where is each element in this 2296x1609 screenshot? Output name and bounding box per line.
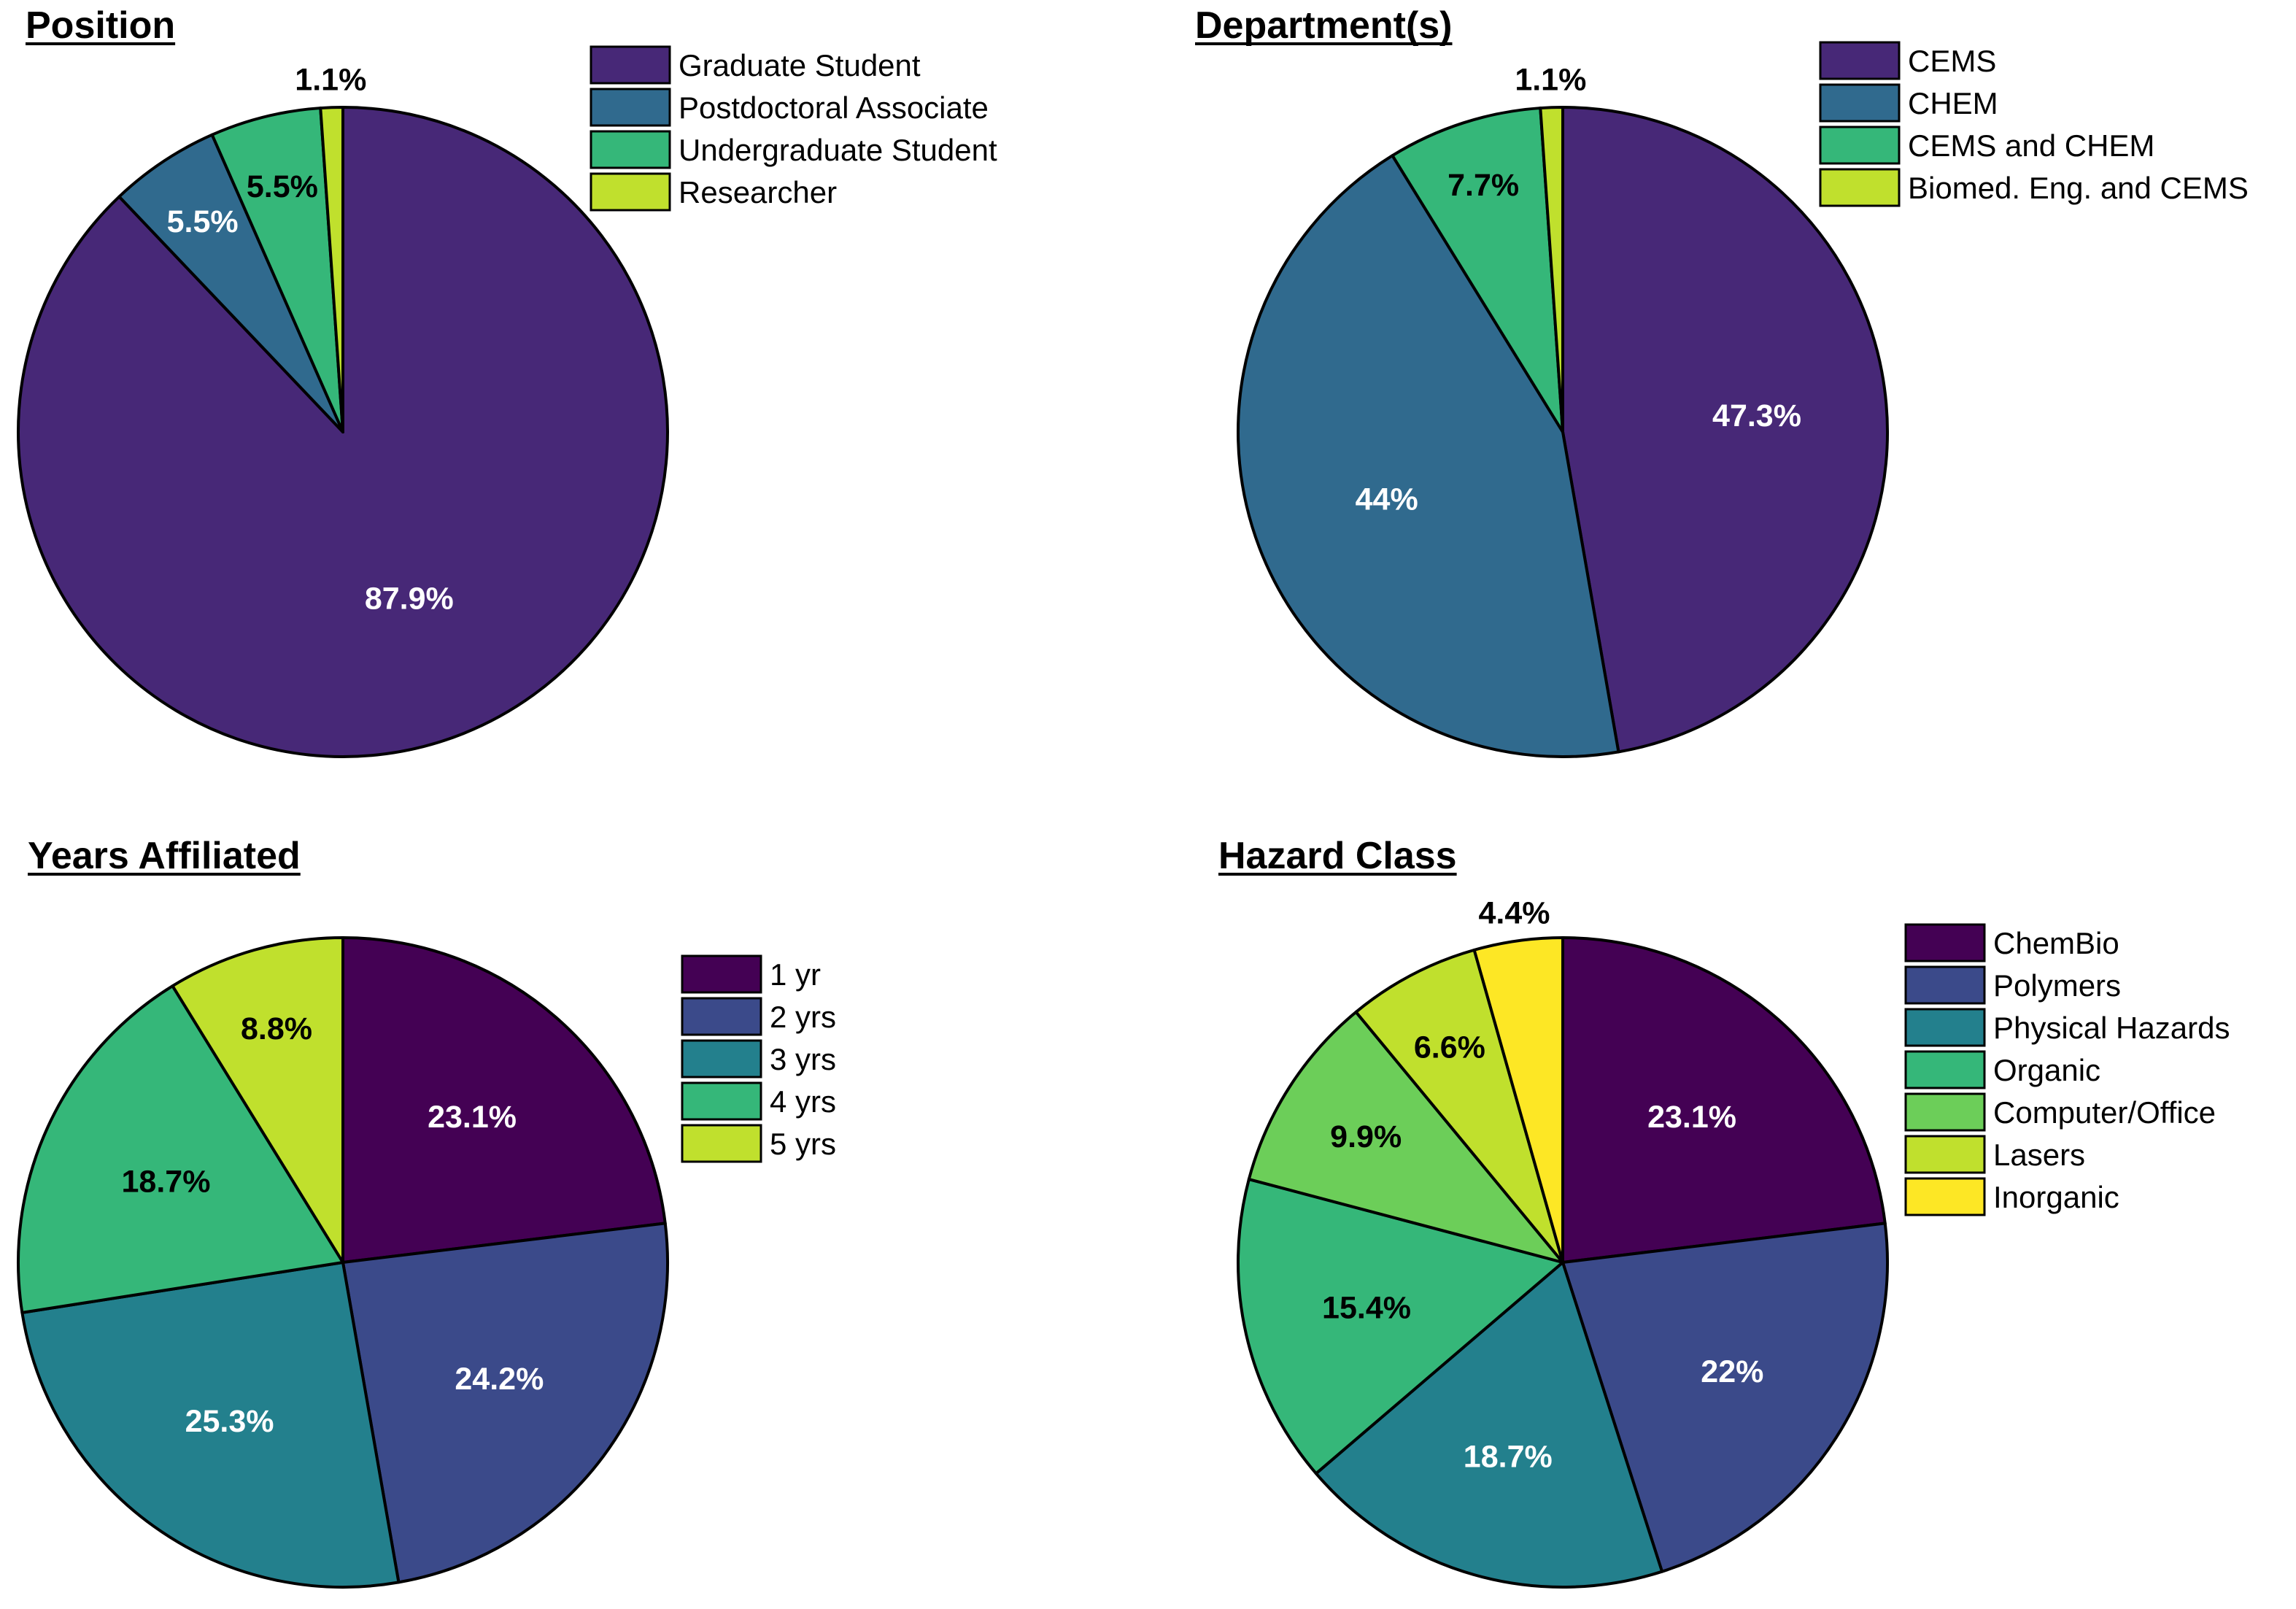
- legend-swatch-postdoctoral-associate: [590, 88, 671, 127]
- slice-value-label: 1.1%: [1515, 62, 1586, 97]
- pie-slice-cems: [1561, 106, 1890, 754]
- pie-panel-years-affiliated: Years Affiliated 23.1% 24.2% 25.3% 18.7% 8.8%…: [17, 835, 836, 1589]
- legend-swatch-graduate-student: [590, 45, 671, 85]
- legend-label: Biomed. Eng. and CEMS: [1908, 171, 2249, 205]
- legend-swatch-researcher: [590, 172, 671, 212]
- legend-swatch-undergraduate-student: [590, 130, 671, 169]
- slice-value-label: 4.4%: [1479, 896, 1550, 931]
- chart-title: Department(s): [1195, 4, 1453, 47]
- legend-swatch-cems: [1819, 41, 1901, 80]
- pie-slice-inorganic: [1472, 936, 1564, 1264]
- pie-panel-department-s: Department(s)47.3%44%7.7%1.1%CEMSCHEMCEM…: [1195, 4, 2249, 758]
- pie-slice-computer-office: [1247, 1010, 1564, 1264]
- legend-swatch-3-yrs: [681, 1039, 762, 1079]
- legend-label: Polymers: [1993, 968, 2121, 1003]
- legend-label: Inorganic: [1993, 1180, 2119, 1214]
- legend: ChemBio Polymers Physical Hazards Organic Co…: [1904, 923, 2230, 1216]
- legend-swatch-organic: [1904, 1050, 1986, 1089]
- legend-label: 2 yrs: [770, 1000, 836, 1034]
- legend-swatch-lasers: [1904, 1135, 1986, 1174]
- slice-value-label: 44%: [1356, 482, 1418, 517]
- legend-swatch-chembio: [1904, 923, 1986, 962]
- slice-value-label: 5.5%: [167, 204, 239, 239]
- legend-label: Organic: [1993, 1053, 2100, 1087]
- slice-value-label: 1.1%: [295, 62, 366, 97]
- legend-swatch-physical-hazards: [1904, 1008, 1986, 1047]
- chart-title: Position: [26, 4, 175, 47]
- legend-label: CEMS and CHEM: [1908, 128, 2154, 163]
- pie-slice-3-yrs: [20, 1261, 401, 1589]
- legend-label: 1 yr: [770, 957, 821, 992]
- legend-label: Lasers: [1993, 1138, 2085, 1172]
- legend-label: Physical Hazards: [1993, 1011, 2230, 1045]
- pie-slice-polymers: [1561, 1222, 1890, 1573]
- pie-slice-researcher: [319, 106, 344, 433]
- slice-value-label: 7.7%: [1447, 168, 1519, 203]
- legend: CEMS CHEM CEMS and CHEM Biomed. Eng. and CE…: [1819, 41, 2249, 207]
- slice-value-label: 18.7%: [122, 1164, 211, 1199]
- pie-slice-1-yr: [341, 936, 667, 1264]
- slice-value-label: 25.3%: [185, 1404, 274, 1439]
- slice-value-label: 23.1%: [1647, 1100, 1736, 1135]
- slice-value-label: 15.4%: [1322, 1290, 1411, 1325]
- chart-title: Hazard Class: [1218, 835, 1457, 877]
- legend-swatch-cems-and-chem: [1819, 126, 1901, 165]
- legend-label: Researcher: [679, 175, 837, 209]
- legend-swatch-2-yrs: [681, 997, 762, 1036]
- legend-label: 3 yrs: [770, 1042, 836, 1076]
- slice-value-label: 22%: [1701, 1354, 1763, 1389]
- legend-label: CHEM: [1908, 86, 1998, 120]
- legend-label: ChemBio: [1993, 926, 2119, 960]
- pie-slice-chembio: [1561, 936, 1887, 1264]
- legend-label: Postdoctoral Associate: [679, 90, 989, 125]
- legend-swatch-polymers: [1904, 965, 1986, 1005]
- slice-value-label: 5.5%: [247, 169, 318, 204]
- legend-swatch-biomed-eng-and-cems: [1819, 168, 1901, 207]
- slice-value-label: 9.9%: [1330, 1119, 1402, 1154]
- slice-value-label: 47.3%: [1712, 398, 1801, 433]
- legend-label: Undergraduate Student: [679, 133, 997, 167]
- pie-slice-cems-and-chem: [1391, 107, 1564, 433]
- pie-panel-position: Position 87.9% 5.5%5.5% 1.1% Graduate Studen…: [17, 4, 997, 758]
- legend-label: 5 yrs: [770, 1127, 836, 1161]
- slice-value-label: 8.8%: [241, 1011, 312, 1046]
- pie-slice-2-yrs: [341, 1222, 669, 1584]
- slice-value-label: 18.7%: [1464, 1439, 1553, 1474]
- slice-value-label: 6.6%: [1414, 1030, 1485, 1065]
- slice-value-label: 23.1%: [428, 1100, 517, 1135]
- pie-slice-undergraduate-student: [210, 107, 344, 433]
- pie-slice-5-yrs: [171, 936, 344, 1264]
- chart-title: Years Affiliated: [28, 835, 301, 877]
- legend: 1 yr 2 yrs 3 yrs 4 yrs 5 yrs: [681, 954, 836, 1163]
- legend-swatch-5-yrs: [681, 1124, 762, 1163]
- pie-slice-lasers: [1354, 948, 1564, 1264]
- legend-label: CEMS: [1908, 44, 1996, 78]
- pie-slice-4-yrs: [17, 984, 344, 1314]
- pie-slice-physical-hazards: [1314, 1261, 1664, 1589]
- legend-label: Computer/Office: [1993, 1095, 2216, 1130]
- pie-panel-hazard-class: Hazard Class 23.1% 22% 18.7% 15.4% 9.9% 6.6% 4.…: [1218, 835, 2230, 1589]
- legend-swatch-inorganic: [1904, 1177, 1986, 1216]
- pie-slice-organic: [1237, 1178, 1564, 1475]
- legend-swatch-1-yr: [681, 954, 762, 994]
- legend-swatch-4-yrs: [681, 1081, 762, 1121]
- pie-slice-biomed-eng-and-cems: [1539, 106, 1564, 433]
- legend-swatch-chem: [1819, 83, 1901, 123]
- slice-value-label: 87.9%: [365, 581, 454, 616]
- pie-slice-chem: [1237, 154, 1620, 758]
- slice-value-label: 24.2%: [455, 1362, 544, 1397]
- pie-slice-postdoctoral-associate: [117, 133, 344, 433]
- legend: Graduate Student Postdoctoral Associate Un…: [590, 45, 997, 212]
- legend-label: Graduate Student: [679, 48, 921, 82]
- legend-label: 4 yrs: [770, 1084, 836, 1119]
- legend-swatch-computer-office: [1904, 1092, 1986, 1132]
